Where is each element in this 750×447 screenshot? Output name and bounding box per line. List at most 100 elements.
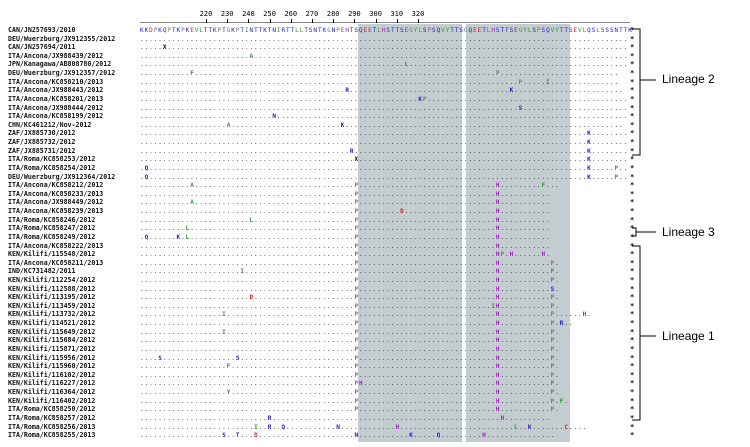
sequence-residues: ........................................… xyxy=(140,156,629,164)
row-end-star: * xyxy=(630,275,635,284)
alignment-row: KEN/Kilifi/113195/2012..................… xyxy=(0,293,750,302)
alignment-row: ITA/Ancona/KC858212/2012 ...........A....… xyxy=(0,181,750,190)
sequence-name: JPN/Kanagawa/AB808780/2012 xyxy=(8,60,112,69)
sequence-name: KEN/Kilifi/115960/2012 xyxy=(8,362,96,371)
sequence-residues: ........................................… xyxy=(140,320,574,328)
sequence-residues: ........................................… xyxy=(140,61,629,69)
sequence-name: ITA/Roma/KC858256/2013 xyxy=(8,422,96,431)
sequence-name: ITA/Ancona/JX988444/2012 xyxy=(8,103,104,112)
row-end-star: * xyxy=(630,284,635,293)
row-end-star: * xyxy=(630,103,635,112)
ruler-tick-mark xyxy=(418,19,419,23)
sequence-name: KEN/Kilifi/113459/2012 xyxy=(8,301,96,310)
sequence-name: DEU/Wuerzburg/JX912364/2012 xyxy=(8,172,116,181)
alignment-row: ITA/Ancona/KC858210/2013................… xyxy=(0,78,750,87)
alignment-row: ITA/Roma/KC858256/2013..................… xyxy=(0,423,750,432)
ruler-tick-label: 230 xyxy=(220,10,234,18)
sequence-residues: ........................................… xyxy=(140,87,624,95)
row-end-star: * xyxy=(630,362,635,371)
sequence-name: KEN/Kilifi/115871/2012 xyxy=(8,344,96,353)
sequence-residues: ......................I.................… xyxy=(140,268,560,276)
row-end-star: * xyxy=(630,163,635,172)
alignment-row: ITA/Ancona/KC858233/2013................… xyxy=(0,190,750,199)
lineage-1-label: Lineage 1 xyxy=(662,329,715,343)
sequence-name: ITA/Roma/KC858255/2013 xyxy=(8,431,96,440)
sequence-residues: ........................................… xyxy=(140,208,551,216)
sequence-name: KEN/Kilifi/113195/2012 xyxy=(8,293,96,302)
row-end-star: * xyxy=(630,172,635,181)
ruler-tick-label: 260 xyxy=(284,10,298,18)
ruler-tick-mark xyxy=(396,19,398,23)
sequence-name: DEU/Wuerzburg/JX912357/2012 xyxy=(8,69,116,78)
ruler-tick-mark xyxy=(269,19,271,23)
ruler-tick-mark xyxy=(312,19,313,23)
alignment-row: CAN/JN257694/2011 .....X.................… xyxy=(0,43,750,52)
alignment-row: ZAF/JX885730/2012.......................… xyxy=(0,129,750,138)
row-end-star: * xyxy=(630,215,635,224)
sequence-residues: ........................................… xyxy=(140,35,629,43)
bracket-lineage-2 xyxy=(632,28,641,156)
row-end-star: * xyxy=(630,43,635,52)
position-ruler: 220 230 240 250 260 270 280 290 300 310 320 xyxy=(0,0,750,24)
row-end-star: * xyxy=(630,138,635,147)
ruler-tick-mark xyxy=(227,19,229,23)
alignment-row: ITA/Ancona/JX988444/2012................… xyxy=(0,104,750,113)
sequence-name: ITA/Roma/KC858253/2012 xyxy=(8,155,96,164)
alignment-row: ITA/Roma/KC858253/2012..................… xyxy=(0,155,750,164)
sequence-residues: ........................................… xyxy=(140,337,560,345)
alignment-row: ITA/Ancona/KC858199/2012................… xyxy=(0,112,750,121)
sequence-name: KEN/Kilifi/115684/2012 xyxy=(8,336,96,345)
sequence-residues: ........................A...............… xyxy=(140,52,629,60)
row-end-star: * xyxy=(630,379,635,388)
ruler-tick-label: 290 xyxy=(348,10,361,18)
sequence-residues: ........................................… xyxy=(140,104,629,112)
row-end-star: * xyxy=(630,232,635,241)
row-end-star: * xyxy=(630,207,635,216)
alignment-row: ZAF/JX885731/2012.......................… xyxy=(0,147,750,156)
ruler-tick-mark xyxy=(248,19,250,23)
sequence-name: KEN/Kilifi/116402/2012 xyxy=(8,396,96,405)
lineage-3-label: Lineage 3 xyxy=(662,225,715,239)
row-end-star: * xyxy=(630,310,635,319)
sequence-name: KEN/Kilifi/114521/2012 xyxy=(8,319,96,328)
alignment-row: DEU/Wuerzburg/JX912357/2012 ...........F.… xyxy=(0,69,750,78)
alignment-row: ITA/Roma/KC858255/2013..................… xyxy=(0,431,750,440)
sequence-name: ITA/Roma/KC858250/2012 xyxy=(8,405,96,414)
alignment-row: KEN/Kilifi/112588/2012..................… xyxy=(0,285,750,294)
sequence-name: ITA/Ancona/KC858233/2013 xyxy=(8,189,104,198)
sequence-residues: ........................................… xyxy=(140,95,629,103)
alignment-row: JPN/Kanagawa/AB808780/2012..............… xyxy=(0,60,750,69)
row-end-star: * xyxy=(630,189,635,198)
row-end-star: * xyxy=(630,267,635,276)
alignment-row: DEU/Wuerzburg/JX912364/2012 .Q...........… xyxy=(0,173,750,182)
sequence-residues: ........................................… xyxy=(140,285,560,293)
ruler-tick-label: 250 xyxy=(263,10,276,18)
sequence-residues: ...........F............................… xyxy=(140,70,620,78)
sequence-name: ITA/Ancona/KC858211/2013 xyxy=(8,258,104,267)
row-end-star: * xyxy=(630,51,635,60)
sequence-residues: ........................................… xyxy=(140,251,551,259)
sequence-residues: ........................................… xyxy=(140,259,560,267)
row-end-star: * xyxy=(630,327,635,336)
alignment-row: CAN/JN257693/2010 KKDPKQPTKPKEVLTTKPTGKPT… xyxy=(0,26,750,35)
ruler-tick-label: 310 xyxy=(390,10,404,18)
alignment-row: KEN/Kilifi/115871/2012..................… xyxy=(0,345,750,354)
bracket-lineage-1 xyxy=(632,245,641,421)
sequence-residues: ........................................… xyxy=(140,276,560,284)
sequence-name: CHN/KC461212/Nov-2012 xyxy=(8,120,92,129)
ruler-tick-mark xyxy=(206,19,207,23)
sequence-residues: ...........A............................… xyxy=(140,199,551,207)
alignment-row: ITA/Roma/KC858250/2012..................… xyxy=(0,405,750,414)
ruler-tick-mark xyxy=(290,19,292,23)
row-end-star: * xyxy=(630,77,635,86)
ruler-tick-label: 300 xyxy=(369,10,382,18)
sequence-name: ITA/Ancona/JX988449/2012 xyxy=(8,198,104,207)
alignment-row: KEN/Kilifi/115649/2012..................… xyxy=(0,328,750,337)
sequence-residues: ........................................… xyxy=(140,302,560,310)
sequence-name: ZAF/JX885732/2012 xyxy=(8,138,76,147)
alignment-row: KEN/Kilifi/115684/2012..................… xyxy=(0,336,750,345)
alignment-row: KEN/Kilifi/116102/2012..................… xyxy=(0,371,750,380)
sequence-residues: .....X..................................… xyxy=(140,44,629,52)
alignment-row: KEN/Kilifi/113732/2012..................… xyxy=(0,310,750,319)
sequence-name: ITA/Roma/KC858254/2012 xyxy=(8,163,96,172)
